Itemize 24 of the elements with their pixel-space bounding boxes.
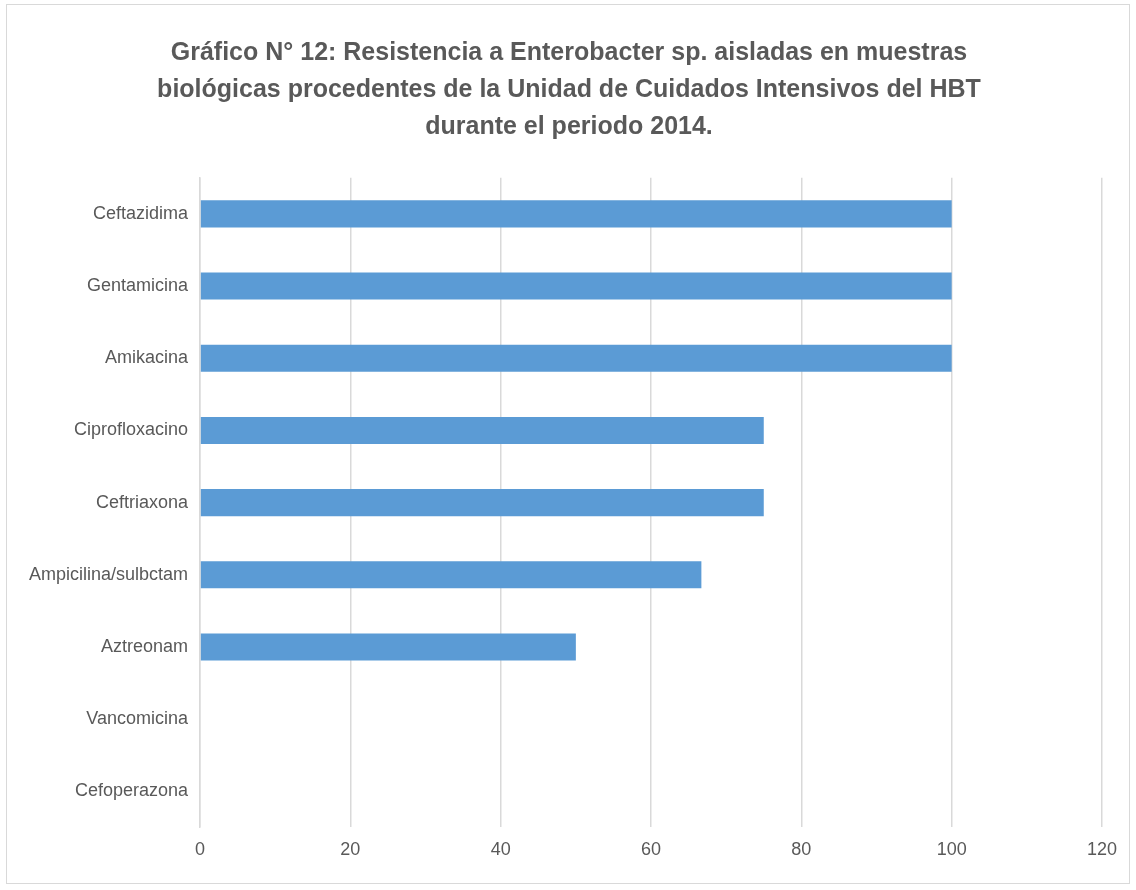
bar (200, 633, 576, 661)
x-tick-label: 120 (1086, 839, 1118, 860)
y-tick-label: Amikacina (105, 347, 190, 368)
x-tick-label: 0 (195, 839, 206, 860)
y-tick-label: Cefoperazona (74, 780, 190, 801)
x-tick-label: 60 (641, 839, 662, 860)
x-tick-label: 100 (936, 839, 967, 860)
bar (200, 561, 702, 589)
x-tick-label: 80 (791, 839, 812, 860)
y-tick-label: Ceftazidima (93, 202, 190, 223)
bar (200, 344, 952, 372)
chart-title: Gráfico N° 12: Resistencia a Enterobacter sp. aisladas en muestras biológicas procedentes de la Unidad de Cuidados Intensivos del HBT durante el periodo 2014. (156, 36, 982, 141)
x-tick-label: 20 (340, 839, 361, 860)
y-tick-label: Aztreonam (101, 635, 189, 656)
bar (200, 489, 764, 517)
bar (200, 200, 952, 228)
y-tick-label: Ampicilina/sulbctam (28, 563, 189, 584)
bar (200, 272, 952, 300)
y-tick-label: Vancomicina (86, 708, 190, 729)
x-tick-label: 40 (490, 839, 511, 860)
y-tick-label: Ceftriaxona (95, 491, 190, 512)
y-tick-label: Gentamicina (86, 275, 190, 296)
y-tick-label: Ciprofloxacino (73, 419, 189, 440)
bar (200, 416, 764, 444)
